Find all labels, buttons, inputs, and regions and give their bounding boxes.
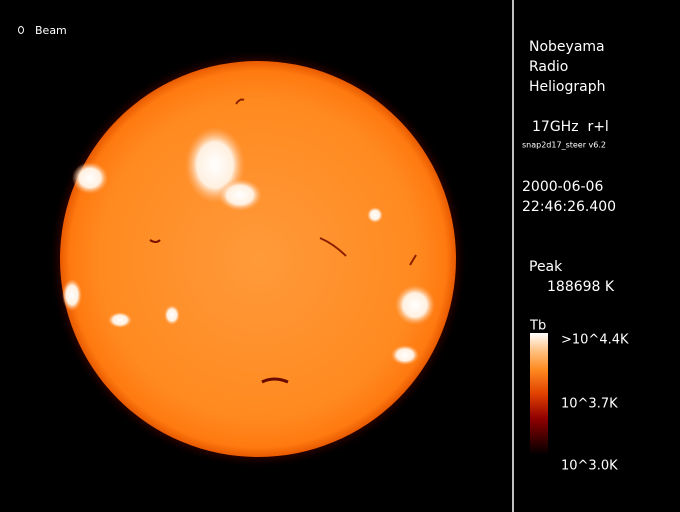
colorbar-label: 10^3.7K	[561, 397, 618, 412]
software-version: snap2d17_steer v6.2	[522, 141, 606, 150]
colorbar-label: 10^3.0K	[561, 459, 618, 474]
frequency: 17GHz r+l	[532, 119, 609, 135]
colorbar-title: Tb	[529, 319, 546, 334]
solar-disk	[48, 49, 468, 469]
observatory-line: Nobeyama	[529, 39, 605, 55]
colorbar	[530, 333, 548, 455]
peak-label: Peak	[529, 259, 563, 275]
observatory-line: Radio	[529, 59, 568, 75]
beam-label: Beam	[35, 24, 67, 37]
colorbar-label: >10^4.4K	[561, 333, 629, 348]
peak-value: 188698 K	[547, 279, 615, 295]
beam-marker	[18, 26, 24, 34]
observatory-line: Heliograph	[529, 79, 605, 95]
observation-date: 2000-06-06	[522, 179, 603, 195]
observation-time: 22:46:26.400	[522, 199, 616, 215]
